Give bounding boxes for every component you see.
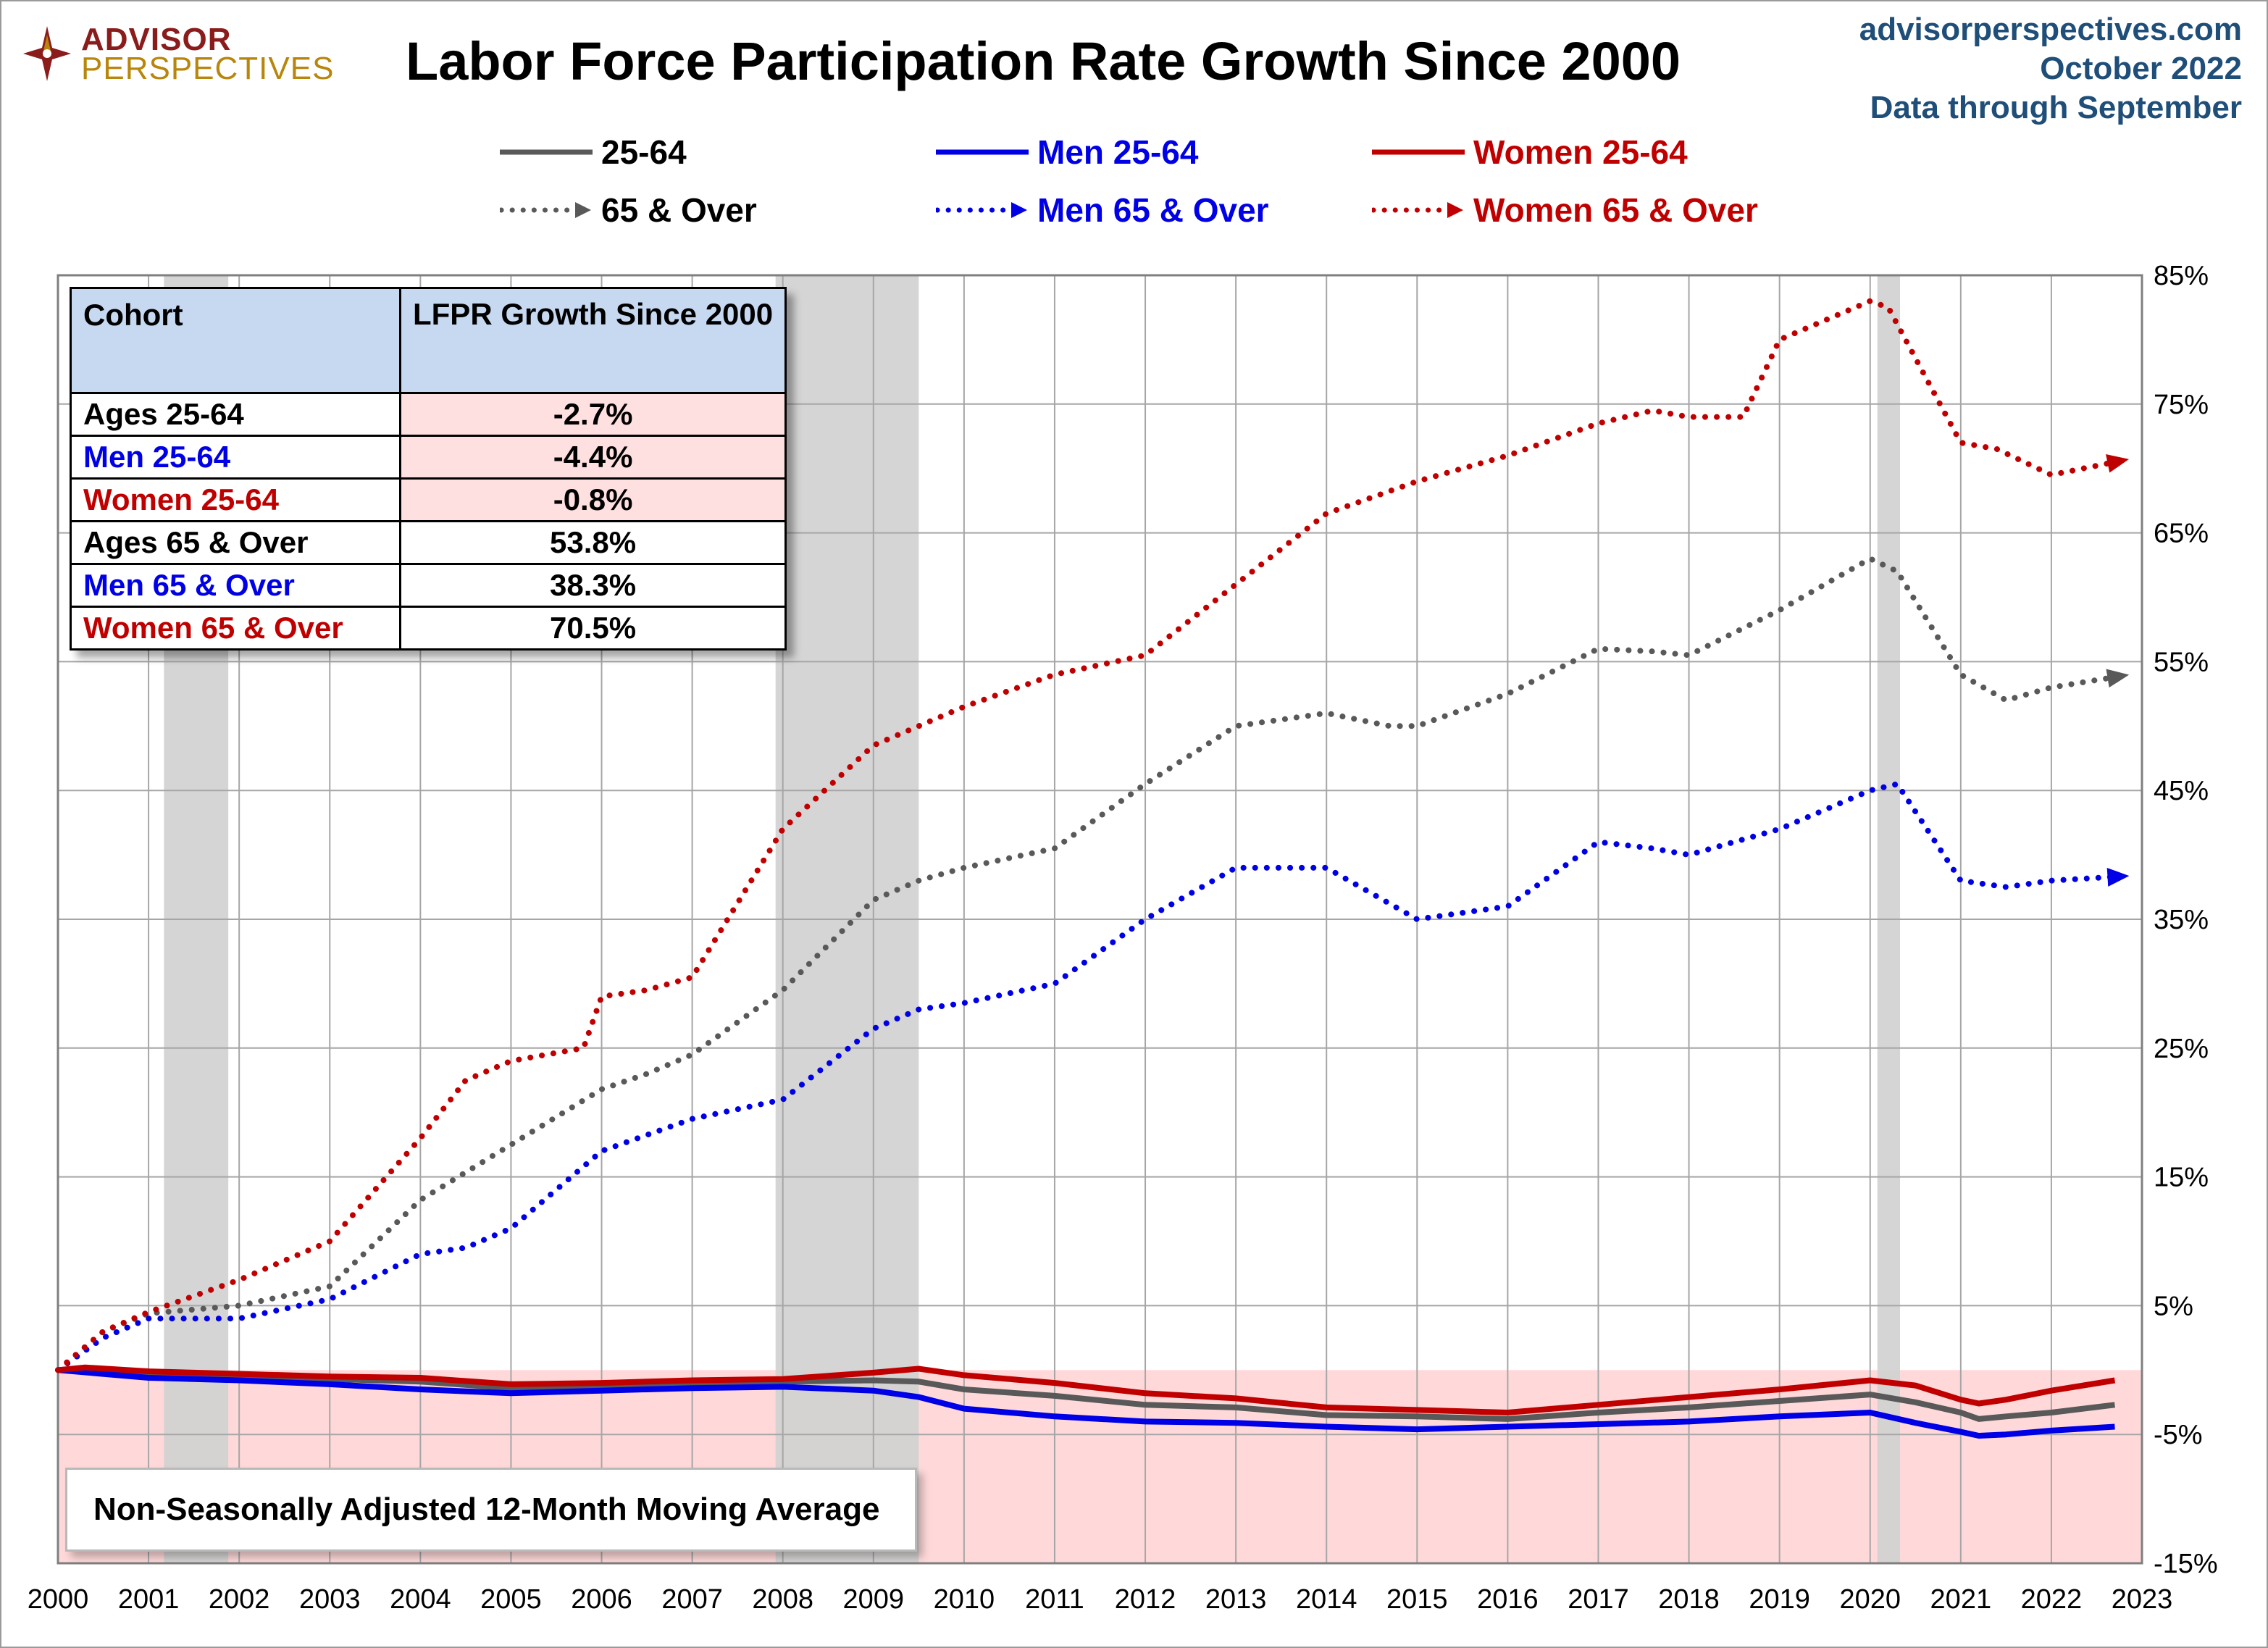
table-row: Ages 65 & Over 53.8%: [70, 520, 787, 565]
table-row: Men 65 & Over 38.3%: [70, 563, 787, 608]
logo-line2: PERSPECTIVES: [81, 51, 335, 86]
x-tick-label: 2006: [571, 1584, 632, 1615]
legend-solid-red-line: [1372, 149, 1465, 155]
x-tick-label: 2016: [1477, 1584, 1539, 1615]
y-tick-label: -5%: [2154, 1420, 2203, 1450]
x-tick-label: 2015: [1386, 1584, 1448, 1615]
x-tick-label: 2003: [299, 1584, 361, 1615]
x-tick-label: 2012: [1115, 1584, 1176, 1615]
x-tick-label: 2004: [390, 1584, 451, 1615]
legend-dotted-gray-arrow: [500, 202, 591, 218]
table-cell-value: -0.8%: [398, 477, 787, 522]
y-tick-label: 65%: [2154, 519, 2209, 549]
methodology-note: Non-Seasonally Adjusted 12-Month Moving …: [65, 1468, 917, 1552]
table-row: Ages 25-64 -2.7%: [70, 392, 787, 437]
series-line-women-25-64: [57, 1364, 2116, 1415]
x-tick-label: 2019: [1749, 1584, 1810, 1615]
series-line-men-25-64: [57, 1367, 2115, 1439]
legend-solid-blue-line: [936, 149, 1029, 155]
legend-label: 65 & Over: [601, 191, 757, 229]
x-tick-label: 2009: [843, 1584, 905, 1615]
x-tick-label: 2010: [934, 1584, 995, 1615]
x-tick-label: 2008: [752, 1584, 813, 1615]
legend-label: Men 65 & Over: [1037, 191, 1269, 229]
table-cell-label: Ages 65 & Over: [70, 520, 401, 565]
logo-line1: ADVISOR: [81, 22, 232, 57]
x-tick-label: 2022: [2021, 1584, 2083, 1615]
y-tick-label: 25%: [2154, 1034, 2209, 1064]
legend-solid-gray-line: [500, 149, 593, 155]
table-row: Women 25-64 -0.8%: [70, 477, 787, 522]
series-arrowhead: [2106, 867, 2130, 887]
table-cell-label: Women 25-64: [70, 477, 401, 522]
x-tick-label: 2000: [28, 1584, 89, 1615]
x-tick-label: 2007: [661, 1584, 723, 1615]
y-tick-label: -15%: [2154, 1549, 2218, 1579]
table-cell-value: -2.7%: [398, 392, 787, 437]
x-tick-label: 2020: [1839, 1584, 1901, 1615]
advisor-perspectives-logo: ADVISOR PERSPECTIVES: [22, 20, 335, 86]
table-header-cohort: Cohort: [70, 287, 401, 394]
legend-label: 25-64: [601, 133, 687, 171]
table-row: Men 25-64 -4.4%: [70, 435, 787, 480]
y-tick-label: 85%: [2154, 261, 2209, 291]
series-arrowhead: [2106, 669, 2130, 688]
y-tick-label: 35%: [2154, 905, 2209, 935]
series-line-men-65-over: [55, 781, 2118, 1373]
x-tick-label: 2014: [1296, 1584, 1357, 1615]
x-tick-label: 2002: [209, 1584, 270, 1615]
table-cell-value: 70.5%: [398, 606, 787, 651]
table-header-row: Cohort LFPR Growth Since 2000: [70, 287, 787, 394]
series-arrowhead: [2106, 454, 2130, 473]
table-cell-label: Men 65 & Over: [70, 563, 401, 608]
y-tick-label: 45%: [2154, 776, 2209, 806]
legend-label: Men 25-64: [1037, 133, 1199, 171]
x-tick-label: 2005: [480, 1584, 542, 1615]
x-tick-label: 2018: [1658, 1584, 1720, 1615]
y-tick-label: 15%: [2154, 1163, 2209, 1193]
y-tick-label: 75%: [2154, 390, 2209, 420]
table-cell-label: Ages 25-64: [70, 392, 401, 437]
x-tick-label: 2021: [1930, 1584, 1992, 1615]
y-tick-label: 55%: [2154, 647, 2209, 677]
series-line-25-64: [57, 1367, 2115, 1422]
table-cell-value: 53.8%: [398, 520, 787, 565]
x-tick-label: 2017: [1568, 1584, 1629, 1615]
x-tick-label: 2011: [1025, 1584, 1084, 1615]
legend-label: Women 25-64: [1473, 133, 1688, 171]
x-tick-label: 2013: [1205, 1584, 1267, 1615]
y-tick-label: 5%: [2154, 1291, 2193, 1321]
table-header-growth: LFPR Growth Since 2000: [398, 287, 787, 394]
compass-icon: [23, 26, 71, 81]
x-tick-label: 2001: [118, 1584, 180, 1615]
table-cell-value: 38.3%: [398, 563, 787, 608]
lfpr-growth-table: Cohort LFPR Growth Since 2000 Ages 25-64…: [70, 287, 787, 651]
plot-area-border: [57, 274, 2143, 1565]
table-row: Women 65 & Over 70.5%: [70, 606, 787, 651]
legend-dotted-blue-arrow: [936, 202, 1027, 218]
source-date: October 2022: [2040, 51, 2242, 86]
source-block: advisorperspectives.com October 2022 Dat…: [1859, 10, 2242, 127]
source-site: advisorperspectives.com: [1859, 12, 2242, 47]
table-cell-label: Women 65 & Over: [70, 606, 401, 651]
table-cell-value: -4.4%: [398, 435, 787, 480]
source-data-through: Data through September: [1870, 90, 2242, 125]
legend-label: Women 65 & Over: [1473, 191, 1758, 229]
chart-title: Labor Force Participation Rate Growth Si…: [406, 31, 1681, 91]
table-cell-label: Men 25-64: [70, 435, 401, 480]
legend-dotted-red-arrow: [1372, 202, 1463, 218]
series-line-65-over: [55, 556, 2118, 1373]
x-tick-label: 2023: [2112, 1584, 2173, 1615]
series-line-women-65-over: [55, 298, 2118, 1373]
